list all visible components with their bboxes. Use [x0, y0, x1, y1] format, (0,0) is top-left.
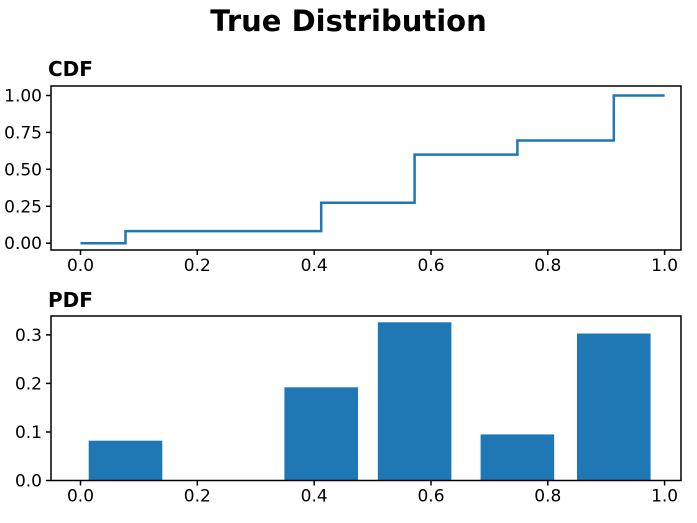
x-tick-label: 0.8: [534, 487, 561, 507]
y-tick-label: 0.2: [15, 374, 42, 394]
y-tick-label: 1.00: [4, 86, 42, 106]
pdf-axes: 0.0 0.2 0.4 0.6 0.8 1.0 0.0 0.1 0.2 0.3: [15, 315, 682, 507]
pdf-axes-title: PDF: [48, 288, 93, 312]
x-tick-label: 0.0: [67, 487, 94, 507]
x-tick-label: 1.0: [651, 256, 678, 276]
pdf-bar: [284, 387, 358, 481]
x-tick-label: 0.4: [301, 487, 328, 507]
y-tick-label: 0.3: [15, 326, 42, 346]
x-tick-label: 0.6: [417, 487, 444, 507]
x-tick-label: 0.2: [184, 487, 211, 507]
pdf-bar: [577, 333, 651, 481]
pdf-bar: [480, 434, 555, 481]
x-tick-label: 0.0: [67, 256, 94, 276]
cdf-axes: 0.0 0.2 0.4 0.6 0.8 1.0 0.00 0.25 0.50 0.75 1.00: [4, 85, 682, 276]
y-tick-label: 0.25: [4, 197, 42, 217]
x-tick-label: 0.8: [534, 256, 561, 276]
axes-spines: [50, 85, 682, 251]
cdf-step-line: [80, 94, 665, 245]
figure-title: True Distribution: [210, 4, 486, 38]
pdf-bar: [377, 322, 452, 481]
cdf-axes-title: CDF: [48, 57, 93, 81]
x-tick-label: 0.4: [301, 256, 328, 276]
y-tick-label: 0.0: [15, 471, 42, 491]
x-tick-label: 0.6: [417, 256, 444, 276]
axes-spines: [50, 315, 682, 482]
y-tick-label: 0.00: [4, 234, 42, 254]
x-tick-label: 1.0: [651, 487, 678, 507]
x-tick-label: 0.2: [184, 256, 211, 276]
y-tick-label: 0.50: [4, 160, 42, 180]
y-tick-label: 0.75: [4, 123, 42, 143]
pdf-bar: [88, 440, 163, 481]
y-tick-label: 0.1: [15, 423, 42, 443]
